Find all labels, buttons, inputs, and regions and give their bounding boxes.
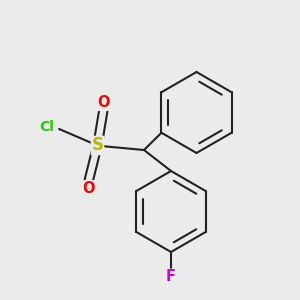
Text: F: F (166, 269, 176, 284)
Text: O: O (82, 181, 95, 196)
Text: Cl: Cl (40, 120, 55, 134)
Text: S: S (92, 136, 104, 154)
Text: O: O (97, 95, 110, 110)
